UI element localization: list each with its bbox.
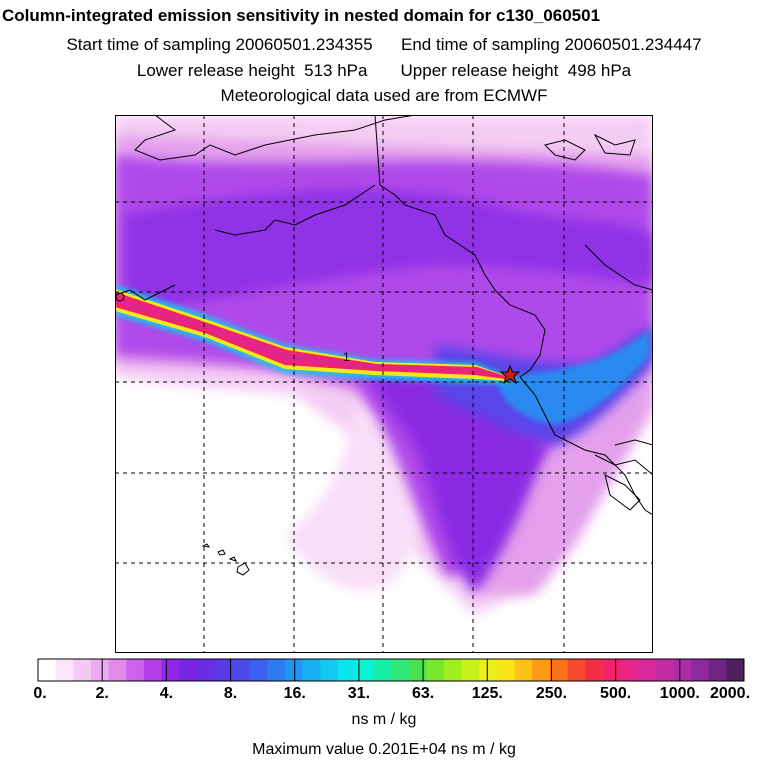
- colorbar-segment: [568, 659, 586, 681]
- upper-release-label: Upper release height 498 hPa: [401, 61, 632, 80]
- colorbar-segment: [656, 659, 674, 681]
- colorbar-tick-label: 8.: [224, 685, 237, 703]
- colorbar-tick-label: 1000.: [660, 685, 700, 703]
- colorbar-segment: [320, 659, 338, 681]
- colorbar-segment: [603, 659, 621, 681]
- colorbar-segment: [144, 659, 162, 681]
- colorbar-segment: [620, 659, 638, 681]
- maximum-value-label: Maximum value 0.201E+04 ns m / kg: [0, 741, 768, 759]
- colorbar-tick-label: 2000.: [710, 685, 750, 703]
- colorbar-segment: [709, 659, 727, 681]
- colorbar-segment: [462, 659, 480, 681]
- colorbar-tick-label: 0.: [33, 685, 46, 703]
- colorbar-segment: [585, 659, 603, 681]
- colorbar-segment: [479, 659, 497, 681]
- colorbar-segment: [73, 659, 91, 681]
- colorbar-segment: [497, 659, 515, 681]
- colorbar: [37, 658, 745, 682]
- sampling-time-line: Start time of sampling 20060501.234355 E…: [0, 35, 768, 55]
- colorbar-segment: [691, 659, 709, 681]
- colorbar-tick-label: 63.: [412, 685, 434, 703]
- colorbar-segment: [38, 659, 56, 681]
- colorbar-segment: [215, 659, 233, 681]
- colorbar-tick-label: 16.: [284, 685, 306, 703]
- colorbar-segment: [532, 659, 550, 681]
- colorbar-segment: [391, 659, 409, 681]
- colorbar-segment: [638, 659, 656, 681]
- release-height-line: Lower release height 513 hPa Upper relea…: [0, 61, 768, 81]
- colorbar-units: ns m / kg: [0, 711, 768, 729]
- colorbar-tick-label: 250.: [536, 685, 567, 703]
- colorbar-segment: [267, 659, 285, 681]
- colorbar-segment: [91, 659, 109, 681]
- start-time-label: Start time of sampling 20060501.234355: [66, 35, 372, 54]
- colorbar-segment: [426, 659, 444, 681]
- colorbar-segment: [444, 659, 462, 681]
- colorbar-segment: [285, 659, 303, 681]
- colorbar-segment: [673, 659, 691, 681]
- colorbar-tick-label: 500.: [600, 685, 631, 703]
- colorbar-tick-label: 2.: [96, 685, 109, 703]
- met-data-label: Meteorological data used are from ECMWF: [0, 86, 768, 106]
- colorbar-segment: [109, 659, 127, 681]
- colorbar-segment: [409, 659, 427, 681]
- end-time-label: End time of sampling 20060501.234447: [401, 35, 702, 54]
- colorbar-segment: [126, 659, 144, 681]
- contour-label: 1: [343, 350, 350, 364]
- sensitivity-map: 1: [115, 115, 653, 653]
- colorbar-tick-label: 125.: [472, 685, 503, 703]
- colorbar-segment: [515, 659, 533, 681]
- colorbar-segment: [197, 659, 215, 681]
- colorbar-tick-label: 31.: [348, 685, 370, 703]
- colorbar-segment: [303, 659, 321, 681]
- colorbar-segment: [56, 659, 74, 681]
- colorbar-segment: [162, 659, 180, 681]
- colorbar-segment: [373, 659, 391, 681]
- colorbar-tick-label: 4.: [160, 685, 173, 703]
- colorbar-segment: [550, 659, 568, 681]
- colorbar-segment: [232, 659, 250, 681]
- colorbar-segment: [726, 659, 744, 681]
- colorbar-segment: [338, 659, 356, 681]
- colorbar-segment: [250, 659, 268, 681]
- colorbar-segment: [179, 659, 197, 681]
- plot-title: Column-integrated emission sensitivity i…: [2, 6, 768, 26]
- lower-release-label: Lower release height 513 hPa: [137, 61, 368, 80]
